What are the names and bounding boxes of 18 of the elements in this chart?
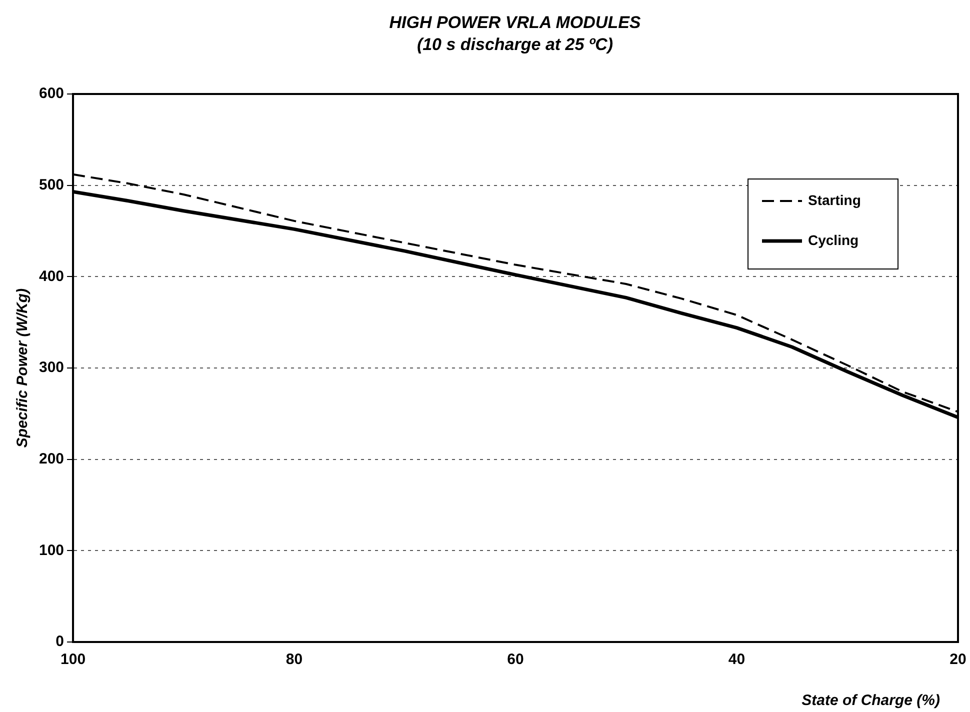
x-tick-label: 40 — [728, 651, 746, 668]
x-tick-label: 80 — [286, 651, 303, 668]
chart-title: HIGH POWER VRLA MODULES — [388, 12, 642, 34]
y-axis-title: Specific Power (W/Kg) — [14, 288, 32, 448]
y-tick-label: 200 — [38, 450, 64, 468]
y-tick-label: 0 — [56, 633, 64, 650]
x-tick-label: 100 — [60, 651, 86, 668]
y-tick-label: 100 — [38, 542, 64, 559]
x-tick-label: 60 — [507, 651, 524, 668]
y-tick-label: 300 — [38, 359, 64, 376]
y-tick-label: 400 — [38, 268, 64, 285]
legend-label: Starting — [808, 192, 861, 208]
legend-label: Cycling — [808, 232, 859, 248]
y-tick-label: 600 — [38, 85, 64, 102]
chart-subtitle: (10 s discharge at 25 ºC) — [416, 34, 614, 56]
x-axis-title: State of Charge (%) — [802, 692, 940, 709]
x-tick-label: 20 — [950, 651, 966, 668]
y-tick-label: 500 — [38, 176, 64, 194]
